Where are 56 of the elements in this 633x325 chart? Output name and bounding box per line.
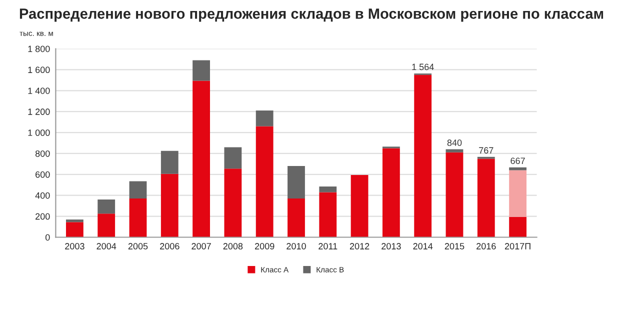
bar	[288, 198, 305, 238]
x-tick-label: 2008	[223, 243, 243, 250]
chart-title: Распределение нового предложения складов в Московском регионе по классам	[20, 8, 604, 22]
bar	[224, 147, 242, 169]
x-tick-label: 2012	[350, 243, 370, 250]
y-tick-label: 600	[36, 171, 50, 178]
x-tick-label: 2009	[255, 243, 274, 250]
x-tick-label: 2013	[382, 243, 401, 250]
x-tick-label: 2014	[413, 243, 433, 250]
total-label: 667	[510, 158, 525, 164]
bar	[509, 170, 526, 217]
y-tick-label: 800	[35, 150, 50, 157]
bar	[382, 148, 400, 238]
bar	[446, 152, 464, 238]
x-tick-label: 2010	[286, 243, 306, 250]
bar	[256, 110, 274, 126]
y-tick-label: 0	[45, 234, 50, 241]
total-label: 1 564	[412, 64, 434, 70]
total-label: 840	[447, 140, 462, 146]
bar	[98, 200, 116, 214]
y-tick-label: 1 600	[28, 66, 50, 74]
bar	[66, 219, 84, 222]
x-tick-label: 2003	[65, 243, 84, 250]
bar	[160, 174, 178, 238]
y-tick-label: 200	[36, 213, 50, 220]
bar	[414, 74, 432, 238]
bar	[446, 149, 464, 152]
bar	[66, 222, 84, 238]
bar	[129, 181, 147, 199]
x-tick-label: 2006	[160, 243, 180, 250]
bar	[98, 214, 116, 238]
y-tick-label: 1 000	[28, 129, 50, 136]
bar	[224, 168, 242, 238]
bar	[509, 216, 526, 238]
bar	[160, 150, 178, 174]
bar	[192, 80, 210, 238]
x-tick-label: 2011	[318, 243, 338, 250]
y-tick-label: 400	[35, 192, 50, 199]
x-tick-label: 2007	[192, 243, 211, 250]
bar	[288, 166, 305, 199]
bar	[319, 186, 337, 192]
bar	[477, 158, 495, 238]
bar	[319, 192, 337, 238]
y-tick-label: 1 800	[28, 46, 50, 52]
bar	[256, 126, 274, 238]
x-tick-label: 2004	[96, 243, 116, 250]
x-tick-label: 2015	[444, 243, 464, 250]
x-tick-label: 2017П	[504, 243, 530, 250]
y-tick-label: 1 200	[28, 108, 50, 115]
total-label: 767	[479, 147, 494, 154]
x-tick-label: 2005	[128, 243, 148, 250]
bar	[129, 198, 147, 238]
bar	[192, 60, 210, 81]
bar	[350, 174, 368, 238]
y-tick-label: 1 400	[28, 88, 50, 94]
x-tick-label: 2016	[476, 243, 496, 250]
